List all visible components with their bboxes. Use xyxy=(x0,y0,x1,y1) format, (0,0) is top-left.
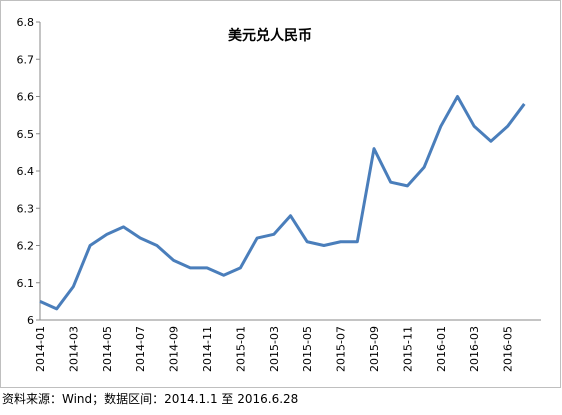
x-tick-label: 2015-03 xyxy=(268,326,281,372)
x-tick-label: 2014-05 xyxy=(101,326,114,372)
x-tick-label: 2015-11 xyxy=(401,326,414,372)
chart-border xyxy=(0,0,561,388)
x-tick-label: 2014-03 xyxy=(67,326,80,372)
x-tick-label: 2015-09 xyxy=(368,326,381,372)
x-tick-label: 2014-07 xyxy=(134,326,147,372)
x-tick-label: 2016-05 xyxy=(502,326,515,372)
x-tick-label: 2014-09 xyxy=(168,326,181,372)
x-tick-label: 2016-03 xyxy=(468,326,481,372)
source-note: 资料来源：Wind；数据区间：2014.1.1 至 2016.6.28 xyxy=(2,391,298,406)
y-tick-label: 6.3 xyxy=(17,202,35,215)
y-tick-label: 6.1 xyxy=(17,277,35,290)
y-tick-label: 6.7 xyxy=(17,53,35,66)
y-tick-label: 6.5 xyxy=(17,128,35,141)
chart-title: 美元兑人民币 xyxy=(228,27,312,44)
y-tick-label: 6 xyxy=(27,314,34,327)
x-tick-label: 2016-01 xyxy=(435,326,448,372)
x-tick-label: 2014-01 xyxy=(34,326,47,372)
y-tick-label: 6.8 xyxy=(17,16,35,29)
x-tick-label: 2014-11 xyxy=(201,326,214,372)
y-tick-label: 6.6 xyxy=(17,91,35,104)
x-tick-label: 2015-07 xyxy=(335,326,348,372)
x-tick-label: 2015-05 xyxy=(301,326,314,372)
x-tick-label: 2015-01 xyxy=(234,326,247,372)
y-tick-label: 6.4 xyxy=(17,165,35,178)
line-series xyxy=(39,95,526,311)
y-tick-label: 6.2 xyxy=(17,240,35,253)
